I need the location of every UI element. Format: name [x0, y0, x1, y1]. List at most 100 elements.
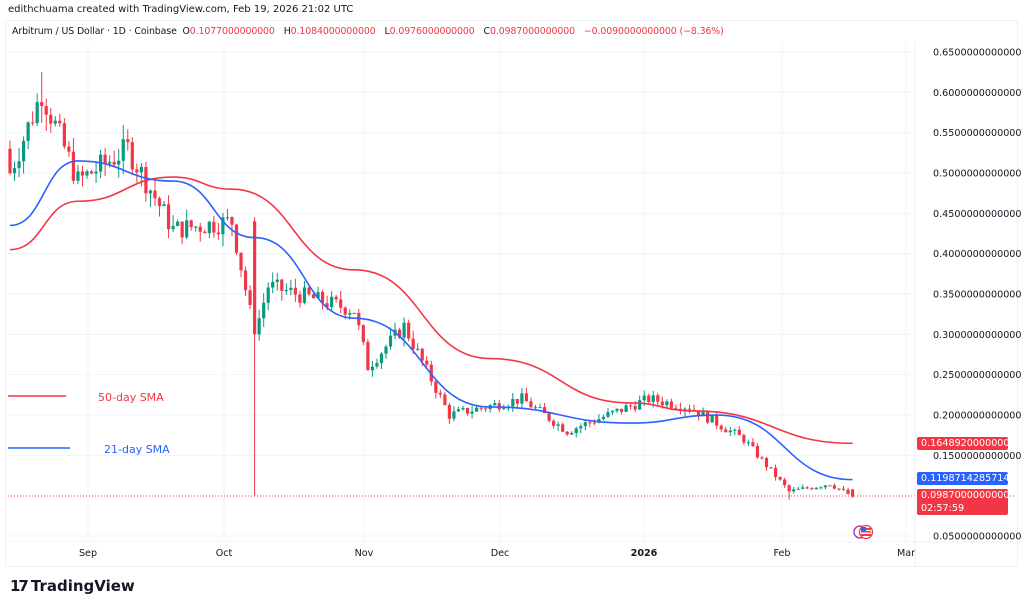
- candle-down: [447, 404, 452, 419]
- candle-up: [710, 415, 714, 423]
- candle-up: [533, 407, 538, 409]
- candle-up: [85, 171, 89, 176]
- price-axis-label: 0.5000000000000: [933, 169, 1022, 180]
- candle-down: [411, 338, 415, 350]
- candle-down: [234, 224, 239, 253]
- candle-up: [26, 122, 30, 141]
- candle-down: [841, 488, 846, 490]
- sma21-price-tag: 0.1198714285714: [917, 472, 1010, 485]
- candle-down: [339, 299, 343, 308]
- candle-up: [148, 190, 153, 194]
- attribution-text: edithchuama created with TradingView.com…: [8, 4, 354, 15]
- candle-down: [320, 291, 325, 304]
- candle-down: [837, 488, 841, 490]
- high-label: H: [283, 26, 291, 37]
- candle-up: [606, 412, 610, 417]
- candle-up: [579, 426, 583, 429]
- candle-down: [298, 294, 302, 303]
- time-axis-label: 2026: [631, 548, 658, 559]
- candle-down: [715, 415, 719, 426]
- candle-down: [515, 399, 519, 404]
- candle-up: [117, 160, 121, 165]
- close-value: 0.0987000000000: [490, 26, 575, 37]
- candle-up: [792, 489, 796, 492]
- candle-down: [588, 422, 592, 424]
- candle-down: [674, 407, 678, 409]
- candle-down: [787, 485, 791, 492]
- candle-up: [12, 168, 17, 174]
- candle-down: [706, 411, 710, 423]
- candle-down: [153, 190, 157, 199]
- candle-down: [850, 489, 855, 497]
- candle-down: [293, 287, 297, 295]
- candle-down: [216, 232, 220, 235]
- candle-up: [452, 411, 456, 419]
- candle-down: [407, 322, 411, 339]
- candle-down: [180, 221, 184, 238]
- low-value: 0.0976000000000: [389, 26, 475, 37]
- sma50-legend-label: 50-day SMA: [98, 391, 164, 404]
- candle-down: [8, 148, 12, 174]
- candle-down: [778, 477, 782, 480]
- candle-down: [687, 408, 692, 410]
- candle-up: [456, 409, 461, 412]
- candle-down: [420, 348, 424, 361]
- candle-down: [434, 381, 438, 393]
- candle-down: [103, 154, 107, 164]
- candle-up: [185, 220, 189, 238]
- candle-down: [552, 420, 556, 426]
- candle-down: [212, 221, 216, 233]
- candle-up: [493, 403, 497, 406]
- candle-up: [819, 487, 823, 489]
- candle-up: [225, 217, 230, 219]
- candle-up: [53, 120, 57, 124]
- candle-down: [325, 303, 329, 308]
- candle-down: [311, 294, 316, 299]
- candle-up: [610, 410, 615, 413]
- candle-up: [257, 318, 261, 335]
- time-axis-label: Dec: [491, 548, 510, 559]
- candle-up: [194, 226, 198, 228]
- candle-down: [443, 394, 447, 405]
- candle-up: [266, 287, 270, 303]
- candle-down: [737, 429, 741, 436]
- candle-down: [633, 406, 637, 410]
- time-axis-label: Sep: [79, 548, 97, 559]
- candle-up: [17, 161, 21, 169]
- candle-down: [112, 161, 116, 165]
- high-value: 0.1084000000000: [290, 26, 376, 37]
- us-flag-event-icon[interactable]: [853, 524, 874, 540]
- tradingview-logo-icon: 17: [10, 577, 29, 595]
- candle-down: [524, 393, 529, 402]
- candle-down: [719, 425, 723, 430]
- candle-up: [316, 291, 320, 299]
- candlesticks: [8, 72, 855, 500]
- candle-down: [828, 485, 832, 487]
- candle-up: [601, 416, 606, 419]
- time-axis[interactable]: Sep Oct Nov Dec 2026 Feb Mar: [8, 541, 1014, 559]
- candle-up: [638, 400, 642, 410]
- price-axis-label: 0.1500000000000: [933, 451, 1022, 462]
- candle-up: [683, 408, 687, 411]
- candle-up: [520, 393, 524, 404]
- candle-down: [755, 445, 760, 458]
- candle-up: [330, 296, 334, 308]
- candle-up: [162, 204, 166, 206]
- moving-averages: [9, 160, 853, 481]
- candle-down: [67, 146, 71, 152]
- tradingview-logo[interactable]: 17 TradingView: [10, 577, 135, 595]
- low-label: L: [384, 26, 390, 37]
- candle-up: [284, 290, 288, 292]
- candle-up: [139, 166, 143, 173]
- price-axis-label: 0.4000000000000: [933, 249, 1022, 260]
- time-axis-label: Nov: [355, 548, 374, 559]
- candle-up: [733, 429, 737, 431]
- time-axis-label: Oct: [216, 548, 233, 559]
- price-axis[interactable]: 0.6500000000000 0.6000000000000 0.55000000…: [914, 42, 1022, 566]
- candle-down: [425, 360, 429, 365]
- candle-down: [166, 204, 171, 230]
- candle-down: [58, 120, 62, 124]
- sma50-line: [9, 176, 853, 445]
- symbol-name[interactable]: Arbitrum / US Dollar · 1D · Coinbase: [12, 26, 177, 37]
